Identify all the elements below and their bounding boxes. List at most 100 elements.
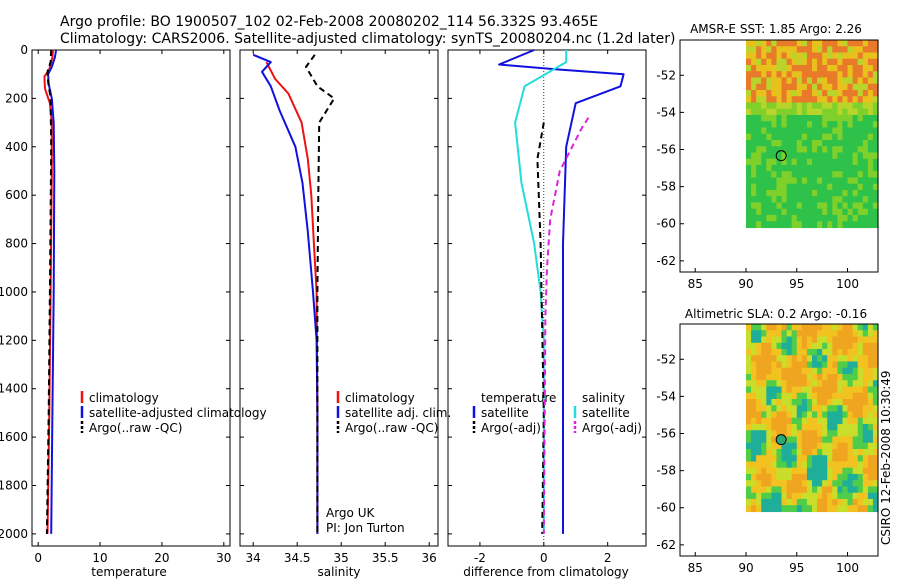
heatmap-cell — [756, 108, 762, 116]
heatmap-cell — [766, 324, 772, 331]
heatmap-cell — [827, 183, 833, 191]
legend-title-salinity: salinity — [582, 391, 625, 405]
heatmap-cell — [776, 361, 783, 369]
heatmap-cell — [776, 64, 783, 72]
heatmap-cell — [746, 164, 752, 172]
heatmap-cell — [817, 330, 823, 338]
heatmap-cell — [746, 158, 752, 166]
heatmap-cell — [867, 417, 874, 425]
heatmap-cell — [827, 202, 833, 210]
heatmap-cell — [827, 448, 833, 456]
legend-label-sal-argo: Argo(-adj) — [582, 421, 642, 435]
heatmap-cell — [766, 355, 772, 363]
heatmap-cell — [857, 455, 864, 463]
heatmap-cell — [822, 102, 828, 110]
heatmap-cell — [771, 486, 778, 494]
heatmap-cell — [786, 202, 793, 210]
heatmap-cell — [832, 455, 838, 463]
heatmap-cell — [827, 214, 833, 222]
heatmap-cell — [766, 164, 772, 172]
heatmap-cell — [872, 361, 879, 369]
heatmap-cell — [862, 58, 869, 66]
heatmap-cell — [852, 492, 859, 500]
heatmap-cell — [781, 380, 788, 388]
heatmap-cell — [801, 361, 808, 369]
heatmap-cell — [801, 336, 808, 344]
heatmap-cell — [786, 373, 793, 381]
heatmap-cell — [761, 486, 767, 494]
heatmap-cell — [756, 183, 762, 191]
heatmap-cell — [761, 164, 767, 172]
heatmap-cell — [751, 430, 757, 438]
heatmap-cell — [872, 367, 879, 375]
heatmap-cell — [842, 46, 849, 54]
heatmap-cell — [852, 436, 859, 444]
heatmap-cell — [872, 114, 879, 122]
heatmap-cell — [847, 64, 854, 72]
heatmap-cell — [791, 442, 798, 450]
heatmap-cell — [776, 177, 783, 185]
heatmap-cell — [852, 121, 859, 129]
heatmap-cell — [761, 158, 767, 166]
heatmap-cell — [837, 96, 844, 104]
difference-legend: temperature satellite Argo(-adj) salinit… — [472, 391, 642, 435]
heatmap-cell — [852, 133, 859, 141]
heatmap-cell — [832, 480, 838, 488]
heatmap-cell — [766, 405, 772, 413]
heatmap-cell — [776, 498, 783, 506]
heatmap-cell — [847, 127, 854, 135]
heatmap-cell — [872, 348, 879, 356]
heatmap-cell — [771, 480, 778, 488]
heatmap-cell — [771, 146, 778, 154]
heatmap-cell — [827, 498, 833, 506]
heatmap-cell — [872, 202, 879, 210]
heatmap-cell — [751, 52, 757, 60]
heatmap-cell — [761, 177, 767, 185]
heatmap-cell — [862, 430, 869, 438]
heatmap-cell — [827, 505, 833, 513]
heatmap-cell — [867, 202, 874, 210]
heatmap-cell — [827, 58, 833, 66]
heatmap-cell — [817, 102, 823, 110]
heatmap-cell — [776, 89, 783, 97]
heatmap-cell — [812, 40, 818, 47]
heatmap-cell — [852, 64, 859, 72]
heatmap-cell — [766, 152, 772, 160]
heatmap-cell — [791, 202, 798, 210]
heatmap-cell — [817, 392, 823, 400]
heatmap-cell — [751, 442, 757, 450]
heatmap-cell — [766, 214, 772, 222]
heatmap-cell — [751, 417, 757, 425]
heatmap-cell — [766, 58, 772, 66]
heatmap-cell — [766, 361, 772, 369]
heatmap-cell — [791, 367, 798, 375]
heatmap-cell — [832, 405, 838, 413]
legend-label-satellite-adj: satellite adj. clim. — [345, 406, 451, 420]
heatmap-cell — [786, 367, 793, 375]
heatmap-cell — [791, 373, 798, 381]
heatmap-cell — [862, 361, 869, 369]
heatmap-cell — [796, 448, 803, 456]
heatmap-cell — [812, 473, 818, 481]
heatmap-cell — [842, 108, 849, 116]
heatmap-cell — [746, 417, 752, 425]
map-frame — [679, 323, 879, 557]
heatmap-cell — [827, 64, 833, 72]
heatmap-cell — [812, 480, 818, 488]
heatmap-cell — [817, 152, 823, 160]
heatmap-cell — [796, 202, 803, 210]
heatmap-cell — [847, 405, 854, 413]
heatmap-cell — [867, 380, 874, 388]
heatmap-cell — [786, 361, 793, 369]
heatmap-cell — [806, 83, 813, 91]
heatmap-cell — [781, 127, 788, 135]
heatmap-cell — [837, 492, 844, 500]
heatmap-cell — [781, 430, 788, 438]
heatmap-cell — [791, 392, 798, 400]
heatmap-cell — [781, 146, 788, 154]
heatmap-cell — [781, 96, 788, 104]
heatmap-cell — [766, 461, 772, 469]
heatmap-cell — [761, 46, 767, 54]
heatmap-cell — [806, 46, 813, 54]
heatmap-cell — [812, 164, 818, 172]
